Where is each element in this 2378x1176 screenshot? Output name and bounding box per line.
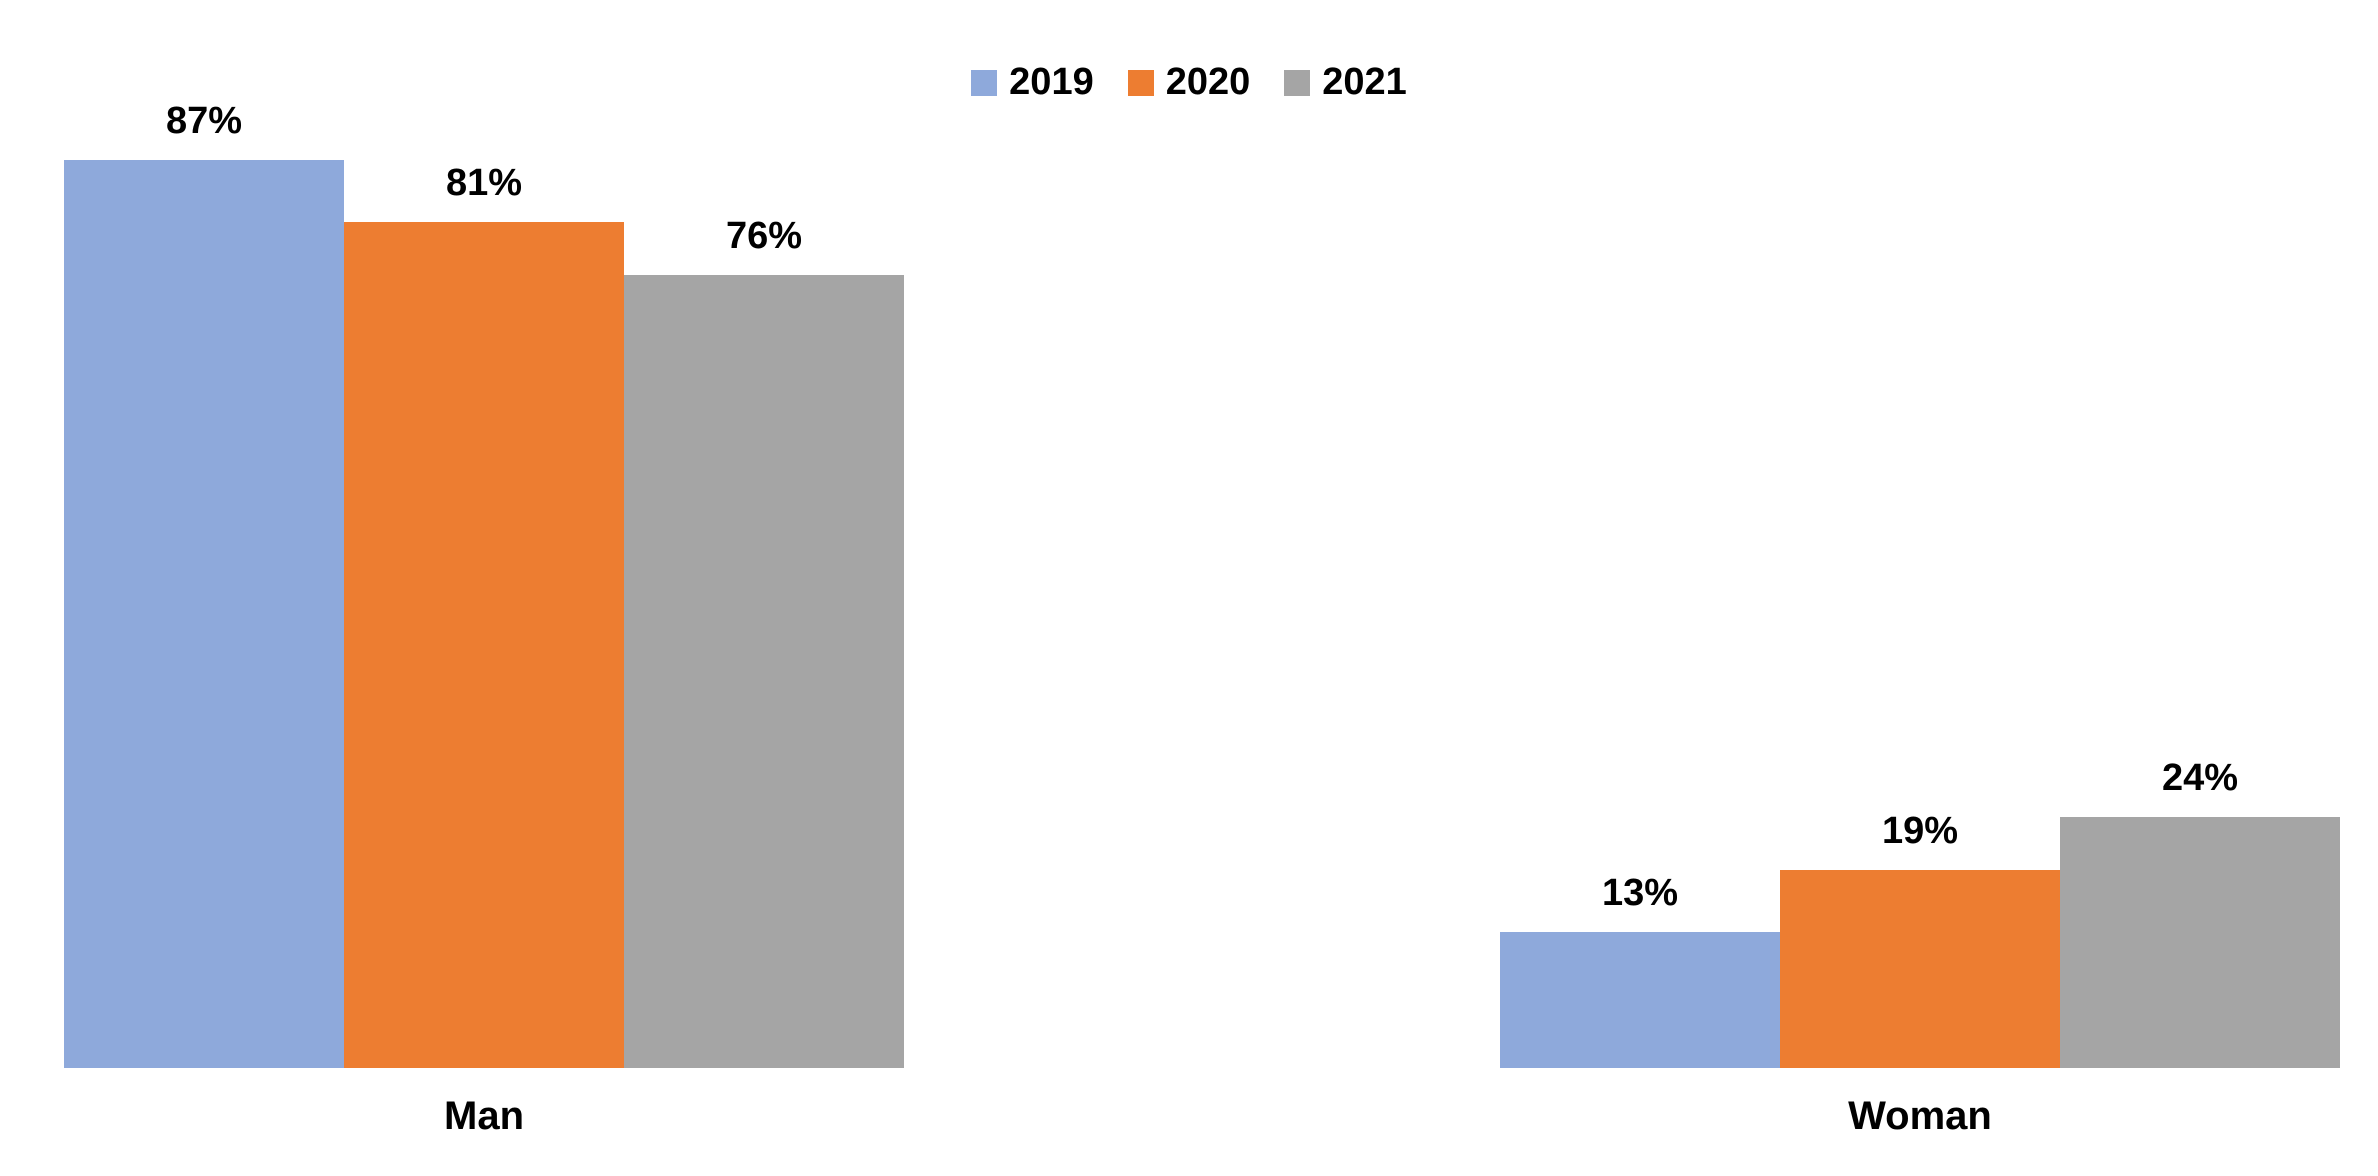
bar-2020-woman[interactable] xyxy=(1780,870,2060,1068)
bar-2019-man[interactable] xyxy=(64,160,344,1068)
legend-swatch-icon xyxy=(1127,69,1154,96)
data-label-2021-man: 76% xyxy=(725,215,803,258)
bar-2020-man[interactable] xyxy=(344,222,624,1068)
bar-column-2021-woman: 24% xyxy=(2060,757,2340,1068)
category-label-man: Man xyxy=(444,1094,524,1138)
category-label-woman: Woman xyxy=(1848,1094,1992,1138)
bar-2021-man[interactable] xyxy=(624,275,904,1068)
legend-item-2021[interactable]: 2021 xyxy=(1284,61,1407,104)
data-label-2020-man: 81% xyxy=(445,162,523,205)
category-group-man: 87% 81% 76% Man xyxy=(64,0,904,1139)
bar-column-2020-woman: 19% xyxy=(1780,810,2060,1068)
data-label-2019-woman: 13% xyxy=(1601,872,1679,915)
bar-column-2021-man: 76% xyxy=(624,215,904,1068)
bar-column-2020-man: 81% xyxy=(344,162,624,1068)
legend-label: 2020 xyxy=(1165,61,1251,103)
chart-legend: 2019 2020 2021 xyxy=(0,61,2378,104)
data-label-2019-man: 87% xyxy=(165,100,243,143)
bar-2019-woman[interactable] xyxy=(1500,932,1780,1068)
legend-label: 2021 xyxy=(1322,61,1407,103)
bar-column-2019-woman: 13% xyxy=(1500,872,1780,1068)
bars-row-man: 87% 81% 76% xyxy=(64,0,904,1068)
data-label-2021-woman: 24% xyxy=(2161,757,2239,800)
bars-row-woman: 13% 19% 24% xyxy=(1500,0,2340,1068)
data-label-2020-woman: 19% xyxy=(1881,810,1959,853)
bar-column-2019-man: 87% xyxy=(64,100,344,1068)
bar-2021-woman[interactable] xyxy=(2060,817,2340,1068)
legend-swatch-icon xyxy=(1284,69,1311,96)
legend-label: 2019 xyxy=(1009,61,1094,103)
legend-item-2019[interactable]: 2019 xyxy=(971,61,1094,104)
legend-swatch-icon xyxy=(971,69,998,96)
legend-item-2020[interactable]: 2020 xyxy=(1127,61,1251,104)
category-group-woman: 13% 19% 24% Woman xyxy=(1500,0,2340,1139)
